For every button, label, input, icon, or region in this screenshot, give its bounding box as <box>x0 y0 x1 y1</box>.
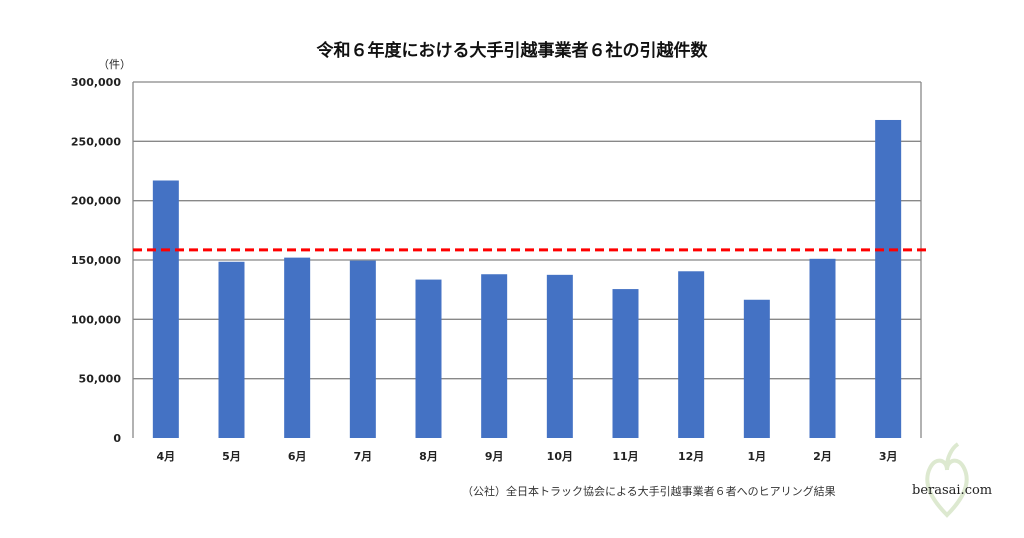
bar <box>481 274 508 438</box>
y-tick-label: 0 <box>113 432 121 445</box>
x-tick-label: 8月 <box>419 450 438 463</box>
y-tick-label: 50,000 <box>79 373 122 386</box>
bar <box>743 299 770 438</box>
x-tick-label: 9月 <box>485 450 504 463</box>
bar <box>612 289 639 438</box>
heart-logo-icon <box>925 442 969 518</box>
chart-title: 令和６年度における大手引越事業者６社の引越件数 <box>316 41 708 61</box>
x-tick-label: 7月 <box>354 450 373 463</box>
x-tick-label: 12月 <box>678 450 704 463</box>
x-tick-label: 5月 <box>222 450 241 463</box>
bar <box>218 261 245 438</box>
y-axis-unit: （件） <box>98 58 131 71</box>
x-tick-label: 3月 <box>879 450 898 463</box>
x-tick-label: 2月 <box>813 450 832 463</box>
bar <box>349 260 376 438</box>
y-tick-label: 100,000 <box>71 313 121 326</box>
bar <box>678 271 705 438</box>
y-tick-label: 150,000 <box>71 254 121 267</box>
x-tick-label: 11月 <box>612 450 638 463</box>
watermark: berasai.com <box>912 483 993 498</box>
y-tick-label: 250,000 <box>71 135 121 148</box>
bar <box>875 119 902 439</box>
bar <box>415 279 442 438</box>
x-tick-label: 4月 <box>157 450 176 463</box>
bar <box>546 274 573 438</box>
x-tick-label: 1月 <box>748 450 767 463</box>
y-tick-label: 300,000 <box>71 76 121 89</box>
y-tick-label: 200,000 <box>71 195 121 208</box>
x-tick-label: 6月 <box>288 450 307 463</box>
bar <box>284 257 311 438</box>
bar <box>152 180 179 438</box>
x-tick-label: 10月 <box>547 450 573 463</box>
bar <box>809 258 836 438</box>
footnote: （公社）全日本トラック協会による大手引越事業者６者へのヒアリング結果 <box>462 485 836 498</box>
